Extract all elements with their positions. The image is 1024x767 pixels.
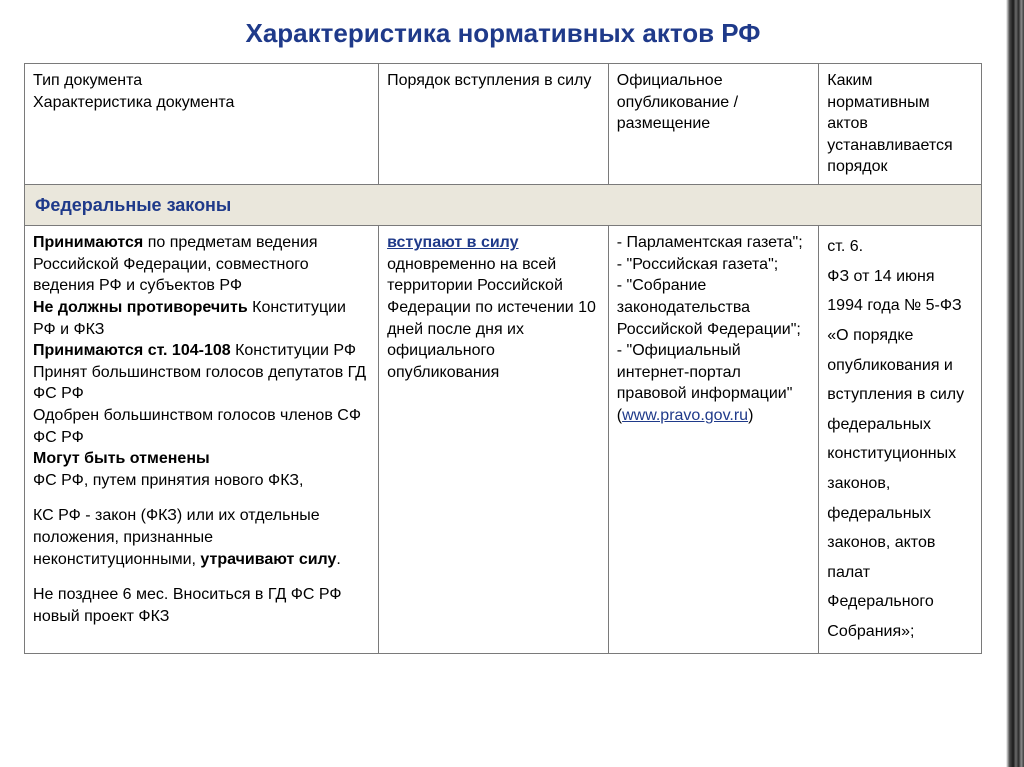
bold-text: Принимаются ст. 104-108 <box>33 342 231 359</box>
text: ) <box>748 407 753 424</box>
section-row: Федеральные законы <box>25 184 982 225</box>
list-item: - Парламентская газета"; <box>617 232 811 254</box>
text: ст. 6. ФЗ от 14 июня 1994 года № 5-ФЗ «О… <box>827 232 973 646</box>
header-text: Официальное <box>617 72 723 89</box>
text: ФС РФ, путем принятия нового ФКЗ, <box>33 470 370 492</box>
text: Одобрен большинством голосов членов СФ Ф… <box>33 405 370 448</box>
bold-text: утрачивают силу <box>200 551 336 568</box>
bold-text: Могут быть отменены <box>33 448 370 470</box>
text: Принят большинством голосов депутатов ГД… <box>33 362 370 405</box>
header-text: Тип документа <box>33 72 142 89</box>
slide-edge-shadow <box>1006 0 1024 767</box>
cell-normative-act: ст. 6. ФЗ от 14 июня 1994 года № 5-ФЗ «О… <box>819 226 982 653</box>
bold-text: Принимаются <box>33 234 143 251</box>
table-header-row: Тип документа Характеристика документа П… <box>25 64 982 185</box>
acts-table: Тип документа Характеристика документа П… <box>24 63 982 654</box>
bold-text: Не должны противоречить <box>33 299 248 316</box>
text: одновременно на всей территории Российск… <box>387 256 596 381</box>
slide: Характеристика нормативных актов РФ Тип … <box>0 0 1006 767</box>
cell-type-characteristic: Принимаются по предметам ведения Российс… <box>25 226 379 653</box>
entry-link[interactable]: вступают в силу <box>387 234 518 251</box>
table-row: Принимаются по предметам ведения Российс… <box>25 226 982 653</box>
publication-link[interactable]: www.pravo.gov.ru <box>622 407 748 424</box>
header-col3: Официальное опубликование / размещение <box>608 64 819 185</box>
header-text: размещение <box>617 115 710 132</box>
text: Не позднее 6 мес. Вноситься в ГД ФС РФ н… <box>33 584 370 627</box>
header-text: порядок <box>827 158 887 175</box>
page-title: Характеристика нормативных актов РФ <box>24 18 982 49</box>
header-col1: Тип документа Характеристика документа <box>25 64 379 185</box>
text: Конституции РФ <box>231 342 356 359</box>
header-text: актов <box>827 115 868 132</box>
list-item: - "Российская газета"; <box>617 254 811 276</box>
header-text: Характеристика документа <box>33 94 234 111</box>
header-text: Каким нормативным <box>827 72 929 111</box>
header-col2: Порядок вступления в силу <box>379 64 609 185</box>
section-title: Федеральные законы <box>25 184 982 225</box>
cell-publication: - Парламентская газета"; - "Российская г… <box>608 226 819 653</box>
cell-entry-order: вступают в силу одновременно на всей тер… <box>379 226 609 653</box>
list-item: - "Собрание законодательства Российской … <box>617 275 811 340</box>
header-text: устанавливается <box>827 137 952 154</box>
text: . <box>336 551 340 568</box>
header-col4: Каким нормативным актов устанавливается … <box>819 64 982 185</box>
header-text: опубликование / <box>617 94 738 111</box>
